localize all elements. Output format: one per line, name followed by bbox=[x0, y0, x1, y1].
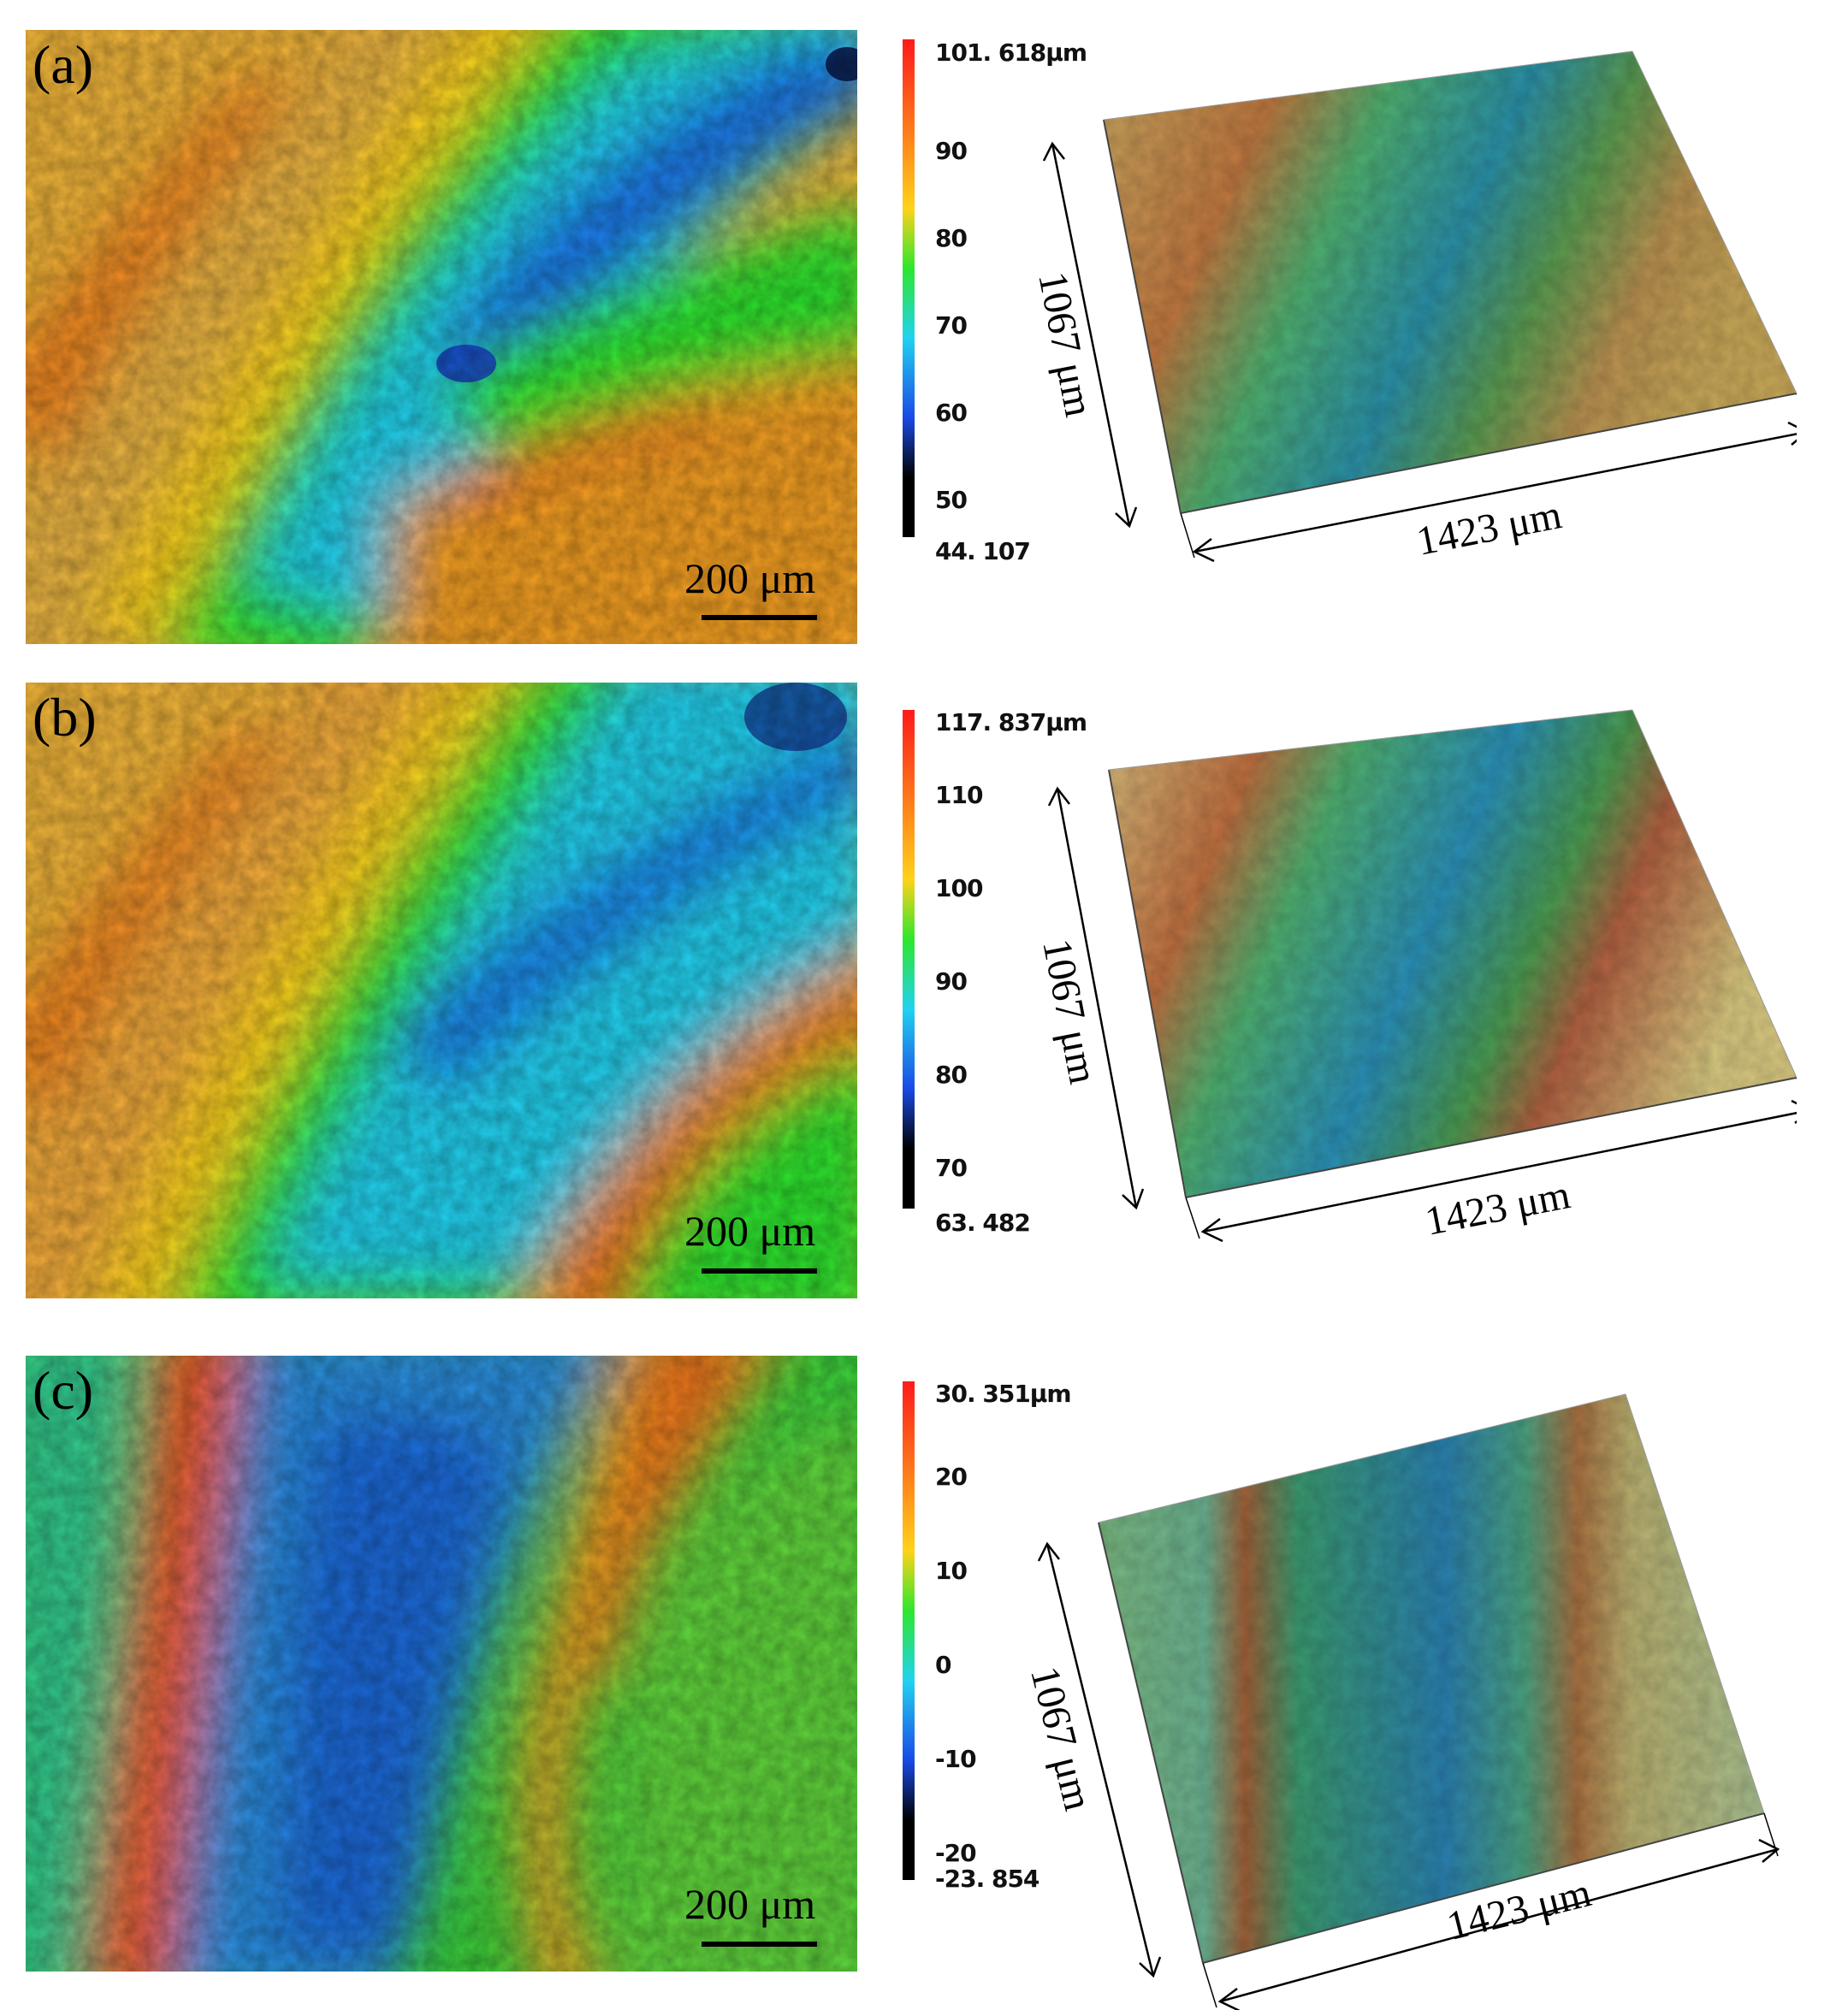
panel-label: (c) bbox=[33, 1360, 94, 1421]
colorbar-tick: 90 bbox=[935, 967, 968, 996]
colorbar-tick: 10 bbox=[935, 1557, 968, 1585]
scale-bar bbox=[702, 1268, 817, 1274]
colorbar-tick: 80 bbox=[935, 224, 968, 252]
colorbar-min-label: -23. 854 bbox=[935, 1865, 1039, 1893]
colorbar-a bbox=[903, 39, 915, 537]
colorbar-tick: -10 bbox=[935, 1745, 977, 1773]
scale-bar-label: 200 μm bbox=[684, 1207, 816, 1255]
colorbar-tick: 70 bbox=[935, 311, 968, 340]
surface-3d-a bbox=[1042, 50, 1797, 563]
height-map-a-image bbox=[26, 30, 857, 644]
colorbar-c bbox=[903, 1381, 915, 1880]
colorbar-tick: 80 bbox=[935, 1061, 968, 1089]
surface-3d-b bbox=[1047, 709, 1797, 1243]
colorbar-tick: 110 bbox=[935, 781, 983, 809]
scale-bar bbox=[702, 615, 817, 620]
colorbar-max-label: 30. 351μm bbox=[935, 1380, 1072, 1408]
height-map-b: (b) 200 μm bbox=[26, 683, 857, 1298]
colorbar-b bbox=[903, 710, 915, 1209]
colorbar-tick: 100 bbox=[935, 874, 983, 902]
scale-bar-label: 200 μm bbox=[684, 1880, 816, 1928]
panel-label: (b) bbox=[33, 687, 97, 748]
colorbar-tick: 20 bbox=[935, 1463, 968, 1491]
colorbar-tick: 90 bbox=[935, 137, 968, 165]
panel-a: (a) 200 μm 101. 618μm 90 80 70 60 50 44.… bbox=[0, 0, 1842, 650]
colorbar-min-label: 44. 107 bbox=[935, 537, 1031, 565]
colorbar-tick: 0 bbox=[935, 1651, 952, 1679]
scale-bar-label: 200 μm bbox=[684, 554, 816, 602]
colorbar-max-label: 117. 837μm bbox=[935, 708, 1087, 736]
height-map-b-image bbox=[26, 683, 857, 1298]
colorbar-tick: 60 bbox=[935, 399, 968, 427]
height-map-c: (c) 200 μm bbox=[26, 1356, 857, 1972]
panel-label: (a) bbox=[33, 34, 94, 95]
colorbar-tick: 50 bbox=[935, 486, 968, 514]
colorbar-max-label: 101. 618μm bbox=[935, 38, 1087, 67]
height-map-a: (a) 200 μm bbox=[26, 30, 857, 644]
colorbar-tick: -20 bbox=[935, 1839, 977, 1867]
surface-3d-c bbox=[1037, 1393, 1780, 2010]
colorbar-tick: 70 bbox=[935, 1154, 968, 1182]
panel-b: (b) 200 μm 117. 837μm 110 100 90 80 70 6… bbox=[0, 650, 1842, 1309]
height-map-c-image bbox=[26, 1356, 857, 1972]
panel-c: (c) 200 μm 30. 351μm 20 10 0 -10 -20 -23… bbox=[0, 1309, 1842, 2016]
scale-bar bbox=[702, 1942, 817, 1947]
colorbar-min-label: 63. 482 bbox=[935, 1209, 1031, 1237]
